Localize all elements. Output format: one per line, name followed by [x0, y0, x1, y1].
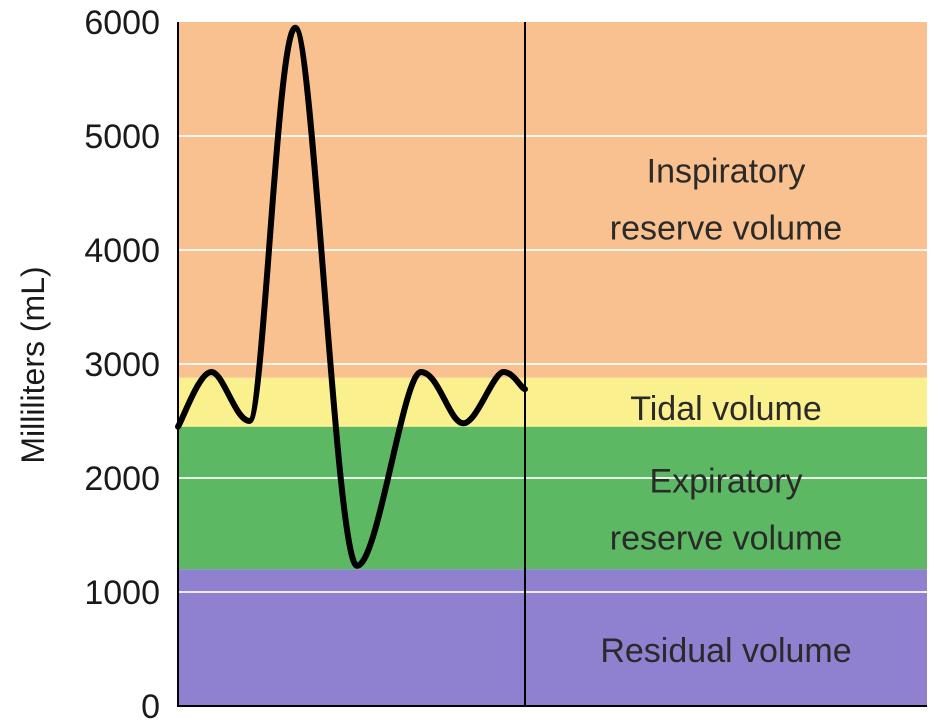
y-tick-label: 3000	[84, 346, 160, 384]
y-tick-label: 1000	[84, 574, 160, 612]
zone-label-expiratory: reserve volume	[610, 520, 842, 558]
zone-inspiratory	[178, 22, 927, 378]
y-tick-label: 6000	[84, 4, 160, 42]
gridlines	[178, 135, 927, 593]
y-tick-label: 0	[141, 688, 160, 726]
zone-tidal	[178, 377, 927, 427]
zone-label-inspiratory: Inspiratory	[647, 153, 806, 191]
axes	[177, 22, 927, 707]
zone-label-residual: Residual volume	[600, 632, 851, 670]
y-tick-label: 4000	[84, 232, 160, 270]
breath-curve	[175, 24, 528, 569]
y-axis-label: Milliliters (mL)	[15, 266, 51, 463]
zone-labels: Residual volume Expiratory reserve volume T…	[600, 153, 851, 671]
zone-label-tidal: Tidal volume	[630, 390, 821, 428]
y-tick-labels: 0 1000 2000 3000 4000 5000 6000	[84, 4, 160, 726]
zone-label-inspiratory: reserve volume	[610, 210, 842, 248]
zone-label-expiratory: Expiratory	[649, 463, 802, 501]
y-tick-label: 5000	[84, 118, 160, 156]
zone-expiratory	[178, 426, 927, 570]
y-tick-label: 2000	[84, 460, 160, 498]
